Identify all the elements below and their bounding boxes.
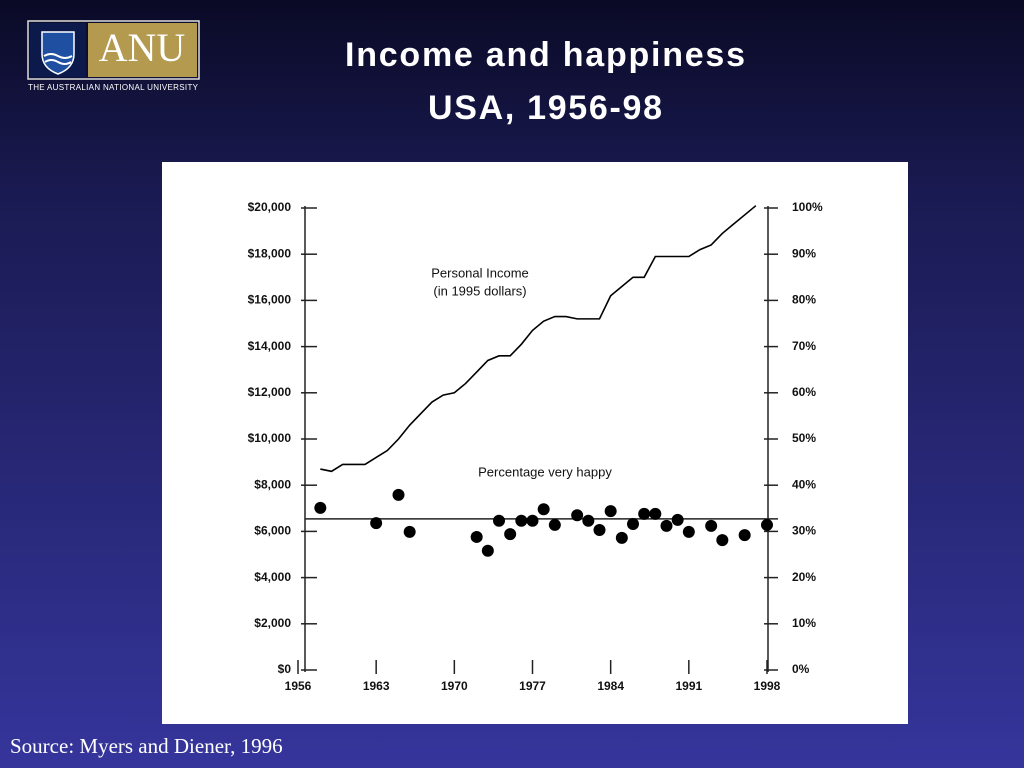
happy-dot xyxy=(504,528,517,541)
y2-tick-label: 90% xyxy=(792,246,816,260)
happy-dot xyxy=(493,514,505,527)
happy-dot xyxy=(649,507,662,520)
income-line xyxy=(320,205,757,473)
y-tick-label: $4,000 xyxy=(254,570,291,584)
happy-dot xyxy=(548,518,561,531)
happy-dot xyxy=(515,514,528,527)
x-tick-label: 1956 xyxy=(285,679,312,693)
x-tick-label: 1977 xyxy=(519,679,546,693)
happy-dot xyxy=(571,509,584,522)
y-tick-label: $16,000 xyxy=(248,293,292,307)
series-label: Personal Income xyxy=(431,265,529,280)
happy-dot xyxy=(392,488,405,501)
y2-tick-label: 50% xyxy=(792,431,816,445)
happy-dot xyxy=(716,534,729,547)
x-tick-label: 1963 xyxy=(363,679,390,693)
happy-dot xyxy=(604,505,617,518)
happy-dot xyxy=(638,507,651,520)
happy-dot xyxy=(761,518,773,531)
series-label: Percentage very happy xyxy=(478,464,612,479)
happy-dot xyxy=(582,514,595,527)
happy-dot xyxy=(593,524,606,537)
logo: ANU THE AUSTRALIAN NATIONAL UNIVERSITY xyxy=(27,20,200,92)
logo-gold xyxy=(88,23,197,77)
happy-dot xyxy=(705,519,718,532)
x-tick-label: 1984 xyxy=(597,679,624,693)
x-tick-label: 1998 xyxy=(754,679,781,693)
series-label: (in 1995 dollars) xyxy=(433,283,526,298)
x-tick-label: 1991 xyxy=(675,679,702,693)
y-tick-label: $2,000 xyxy=(254,616,291,630)
happy-dot xyxy=(314,501,327,514)
happy-dot xyxy=(526,514,539,527)
logo-crest xyxy=(41,31,75,75)
happy-dot xyxy=(403,525,416,538)
logo-mark: ANU xyxy=(99,25,186,70)
y2-tick-label: 60% xyxy=(792,385,816,399)
x-tick-label: 1970 xyxy=(441,679,468,693)
happy-dot xyxy=(738,529,751,542)
source: Source: Myers and Diener, 1996 xyxy=(10,734,283,758)
logo-frame xyxy=(27,20,200,80)
happy-dot xyxy=(671,513,684,526)
title-line: USA, 1956-98 xyxy=(428,89,662,127)
y-tick-label: $14,000 xyxy=(248,339,292,353)
happy-dot xyxy=(470,530,483,543)
y-tick-label: $12,000 xyxy=(248,385,292,399)
happy-dot xyxy=(627,518,639,531)
y2-tick-label: 20% xyxy=(792,570,816,584)
y-tick-label: $20,000 xyxy=(248,200,292,214)
happy-dot xyxy=(370,517,383,530)
happy-dot xyxy=(481,544,494,557)
y2-tick-label: 40% xyxy=(792,477,816,491)
happy-dot xyxy=(537,503,550,516)
happy-dot xyxy=(682,525,695,538)
logo-caption: THE AUSTRALIAN NATIONAL UNIVERSITY xyxy=(28,83,199,92)
y2-tick-label: 10% xyxy=(792,616,816,630)
y-tick-label: $0 xyxy=(278,662,292,676)
title-line: Income and happiness xyxy=(345,36,745,74)
y2-tick-label: 100% xyxy=(792,200,823,214)
y-tick-label: $6,000 xyxy=(254,524,291,538)
happy-dot xyxy=(615,531,628,544)
y-tick-label: $8,000 xyxy=(254,477,291,491)
happy-dot xyxy=(660,519,673,532)
y-tick-label: $10,000 xyxy=(248,431,292,445)
y2-tick-label: 30% xyxy=(792,524,816,538)
logo-waves xyxy=(43,53,73,65)
chart-panel xyxy=(162,162,908,724)
y2-tick-label: 70% xyxy=(792,339,816,353)
y-tick-label: $18,000 xyxy=(248,246,292,260)
y2-tick-label: 80% xyxy=(792,293,816,307)
y2-tick-label: 0% xyxy=(792,662,810,676)
